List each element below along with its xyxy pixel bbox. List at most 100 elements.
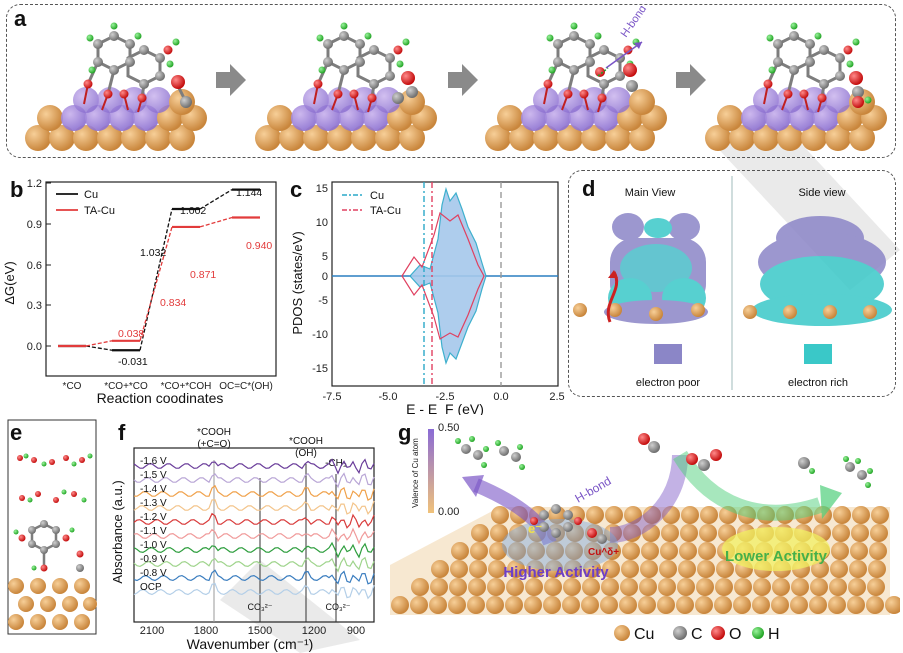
cu-atom xyxy=(698,542,716,560)
tacu-value-label: 0.871 xyxy=(190,269,216,281)
product-arrow-icon xyxy=(462,475,484,497)
energy-profile-lines xyxy=(58,188,260,352)
cu-atom xyxy=(828,596,846,614)
panel-b-chart: 0.0 0.3 0.6 0.9 1.2 ΔG(eV) *CO *CO+*CO *… xyxy=(2,178,277,406)
o-atom-icon xyxy=(711,626,725,640)
cu-atom xyxy=(851,524,869,542)
cu-atom xyxy=(543,596,561,614)
cu-atom xyxy=(507,560,525,578)
cu-atom xyxy=(642,524,660,542)
cu-atom xyxy=(430,578,448,596)
panel-a-frame xyxy=(6,4,896,158)
cu-atom xyxy=(486,596,504,614)
x-tick-label: OC=C*(OH) xyxy=(219,381,273,392)
electron-rich-label: electron rich xyxy=(788,377,848,389)
cu-atom xyxy=(449,578,467,596)
y-tick-label: -10 xyxy=(312,329,328,341)
cu-atom xyxy=(468,578,486,596)
watermark-shape xyxy=(220,560,360,653)
legend-cu: Cu xyxy=(370,190,384,202)
potential-label: -1.6 V xyxy=(140,456,167,467)
peak-annotation: (OH) xyxy=(295,448,317,459)
c-atom-icon xyxy=(673,626,687,640)
cu-atom xyxy=(583,560,601,578)
cu-atom xyxy=(715,578,733,596)
potential-label: -0.8 V xyxy=(140,568,167,579)
cu-atom xyxy=(811,560,829,578)
cu-atom xyxy=(603,542,621,560)
x-axis-title: Reaction coodinates xyxy=(97,390,224,406)
potential-label: -1.4 V xyxy=(140,484,167,495)
cu-atom xyxy=(639,578,657,596)
ftir-curve xyxy=(133,569,375,585)
legend-tacu: TA-Cu xyxy=(370,205,401,217)
cu-atom xyxy=(623,524,641,542)
colorbar-max: 0.50 xyxy=(438,422,459,434)
cu-atom xyxy=(847,596,865,614)
x-tick-label: 0.0 xyxy=(493,391,508,403)
potential-label: -0.9 V xyxy=(140,554,167,565)
cu-atom xyxy=(622,542,640,560)
legend-tacu: TA-Cu xyxy=(84,205,115,217)
main-view-title: Main View xyxy=(625,187,676,199)
cu-atom xyxy=(526,560,544,578)
cu-value-label: -0.031 xyxy=(118,356,148,368)
y-axis-title: Absorbance (a.u.) xyxy=(110,480,125,583)
cu-atom xyxy=(681,506,699,524)
legend-cu: Cu xyxy=(84,189,98,201)
x-axis-title: E - E_F (eV) xyxy=(406,401,484,415)
cu-atom xyxy=(753,578,771,596)
cu-atom xyxy=(429,596,447,614)
cu-atom xyxy=(600,596,618,614)
pdos-cu-area xyxy=(409,186,487,365)
cu-atom xyxy=(640,560,658,578)
cu-atom xyxy=(506,578,524,596)
cu-atom xyxy=(621,560,639,578)
peak-annotation: (+C=O) xyxy=(197,439,230,450)
ftir-curve xyxy=(133,472,375,489)
peak-annotation: CO₃²⁻ xyxy=(248,602,273,612)
peak-annotation: *COOH xyxy=(197,427,231,438)
y-tick-label: -15 xyxy=(312,363,328,375)
cu-atom xyxy=(852,506,870,524)
cu-atom xyxy=(809,596,827,614)
panel-f-chart: Absorbance (a.u.) 2100 1800 1500 1200 90… xyxy=(110,427,375,652)
panel-d-charge-density: Main View Side view electron poor electr… xyxy=(573,176,892,390)
panel-b-label: b xyxy=(10,177,24,202)
energy-connector-ta-cu xyxy=(139,226,173,341)
cu-atom xyxy=(885,596,900,614)
ftir-curve xyxy=(133,582,375,600)
cu-atom xyxy=(601,578,619,596)
cu-atom-icon xyxy=(614,625,630,641)
hbond-label: H-bond xyxy=(573,474,614,506)
cu-atom xyxy=(869,542,887,560)
cu-atom xyxy=(752,596,770,614)
cu-atom xyxy=(696,578,714,596)
cu-atom xyxy=(487,578,505,596)
cu-atom xyxy=(470,542,488,560)
x-tick-label: -5.0 xyxy=(379,391,398,403)
cu-atom xyxy=(431,560,449,578)
panel-a-scheme: H-bond xyxy=(23,6,889,153)
cu-atom xyxy=(772,578,790,596)
x-tick-label: -7.5 xyxy=(323,391,342,403)
ftir-curve xyxy=(133,499,375,515)
cu-atom xyxy=(605,506,623,524)
panel-d-label: d xyxy=(582,176,596,201)
valence-colorbar xyxy=(428,429,434,513)
tacu-value-label: 0.038 xyxy=(118,328,144,340)
plot-frame xyxy=(133,447,375,623)
energy-connector-cu xyxy=(199,189,233,210)
cu-atom xyxy=(562,596,580,614)
legend-o: O xyxy=(729,626,741,643)
energy-connector-cu xyxy=(85,345,113,351)
electron-label: e⁻ xyxy=(528,521,542,536)
cu-atom xyxy=(641,542,659,560)
cu-value-label: 1.032 xyxy=(140,247,166,259)
step-arrow-icon xyxy=(216,64,246,96)
cu-atom xyxy=(810,578,828,596)
cu-atom xyxy=(677,578,695,596)
x-tick-label: *CO+*CO xyxy=(104,381,148,392)
ftir-curve xyxy=(133,556,375,573)
lower-activity-label: Lower Activity xyxy=(725,548,828,565)
